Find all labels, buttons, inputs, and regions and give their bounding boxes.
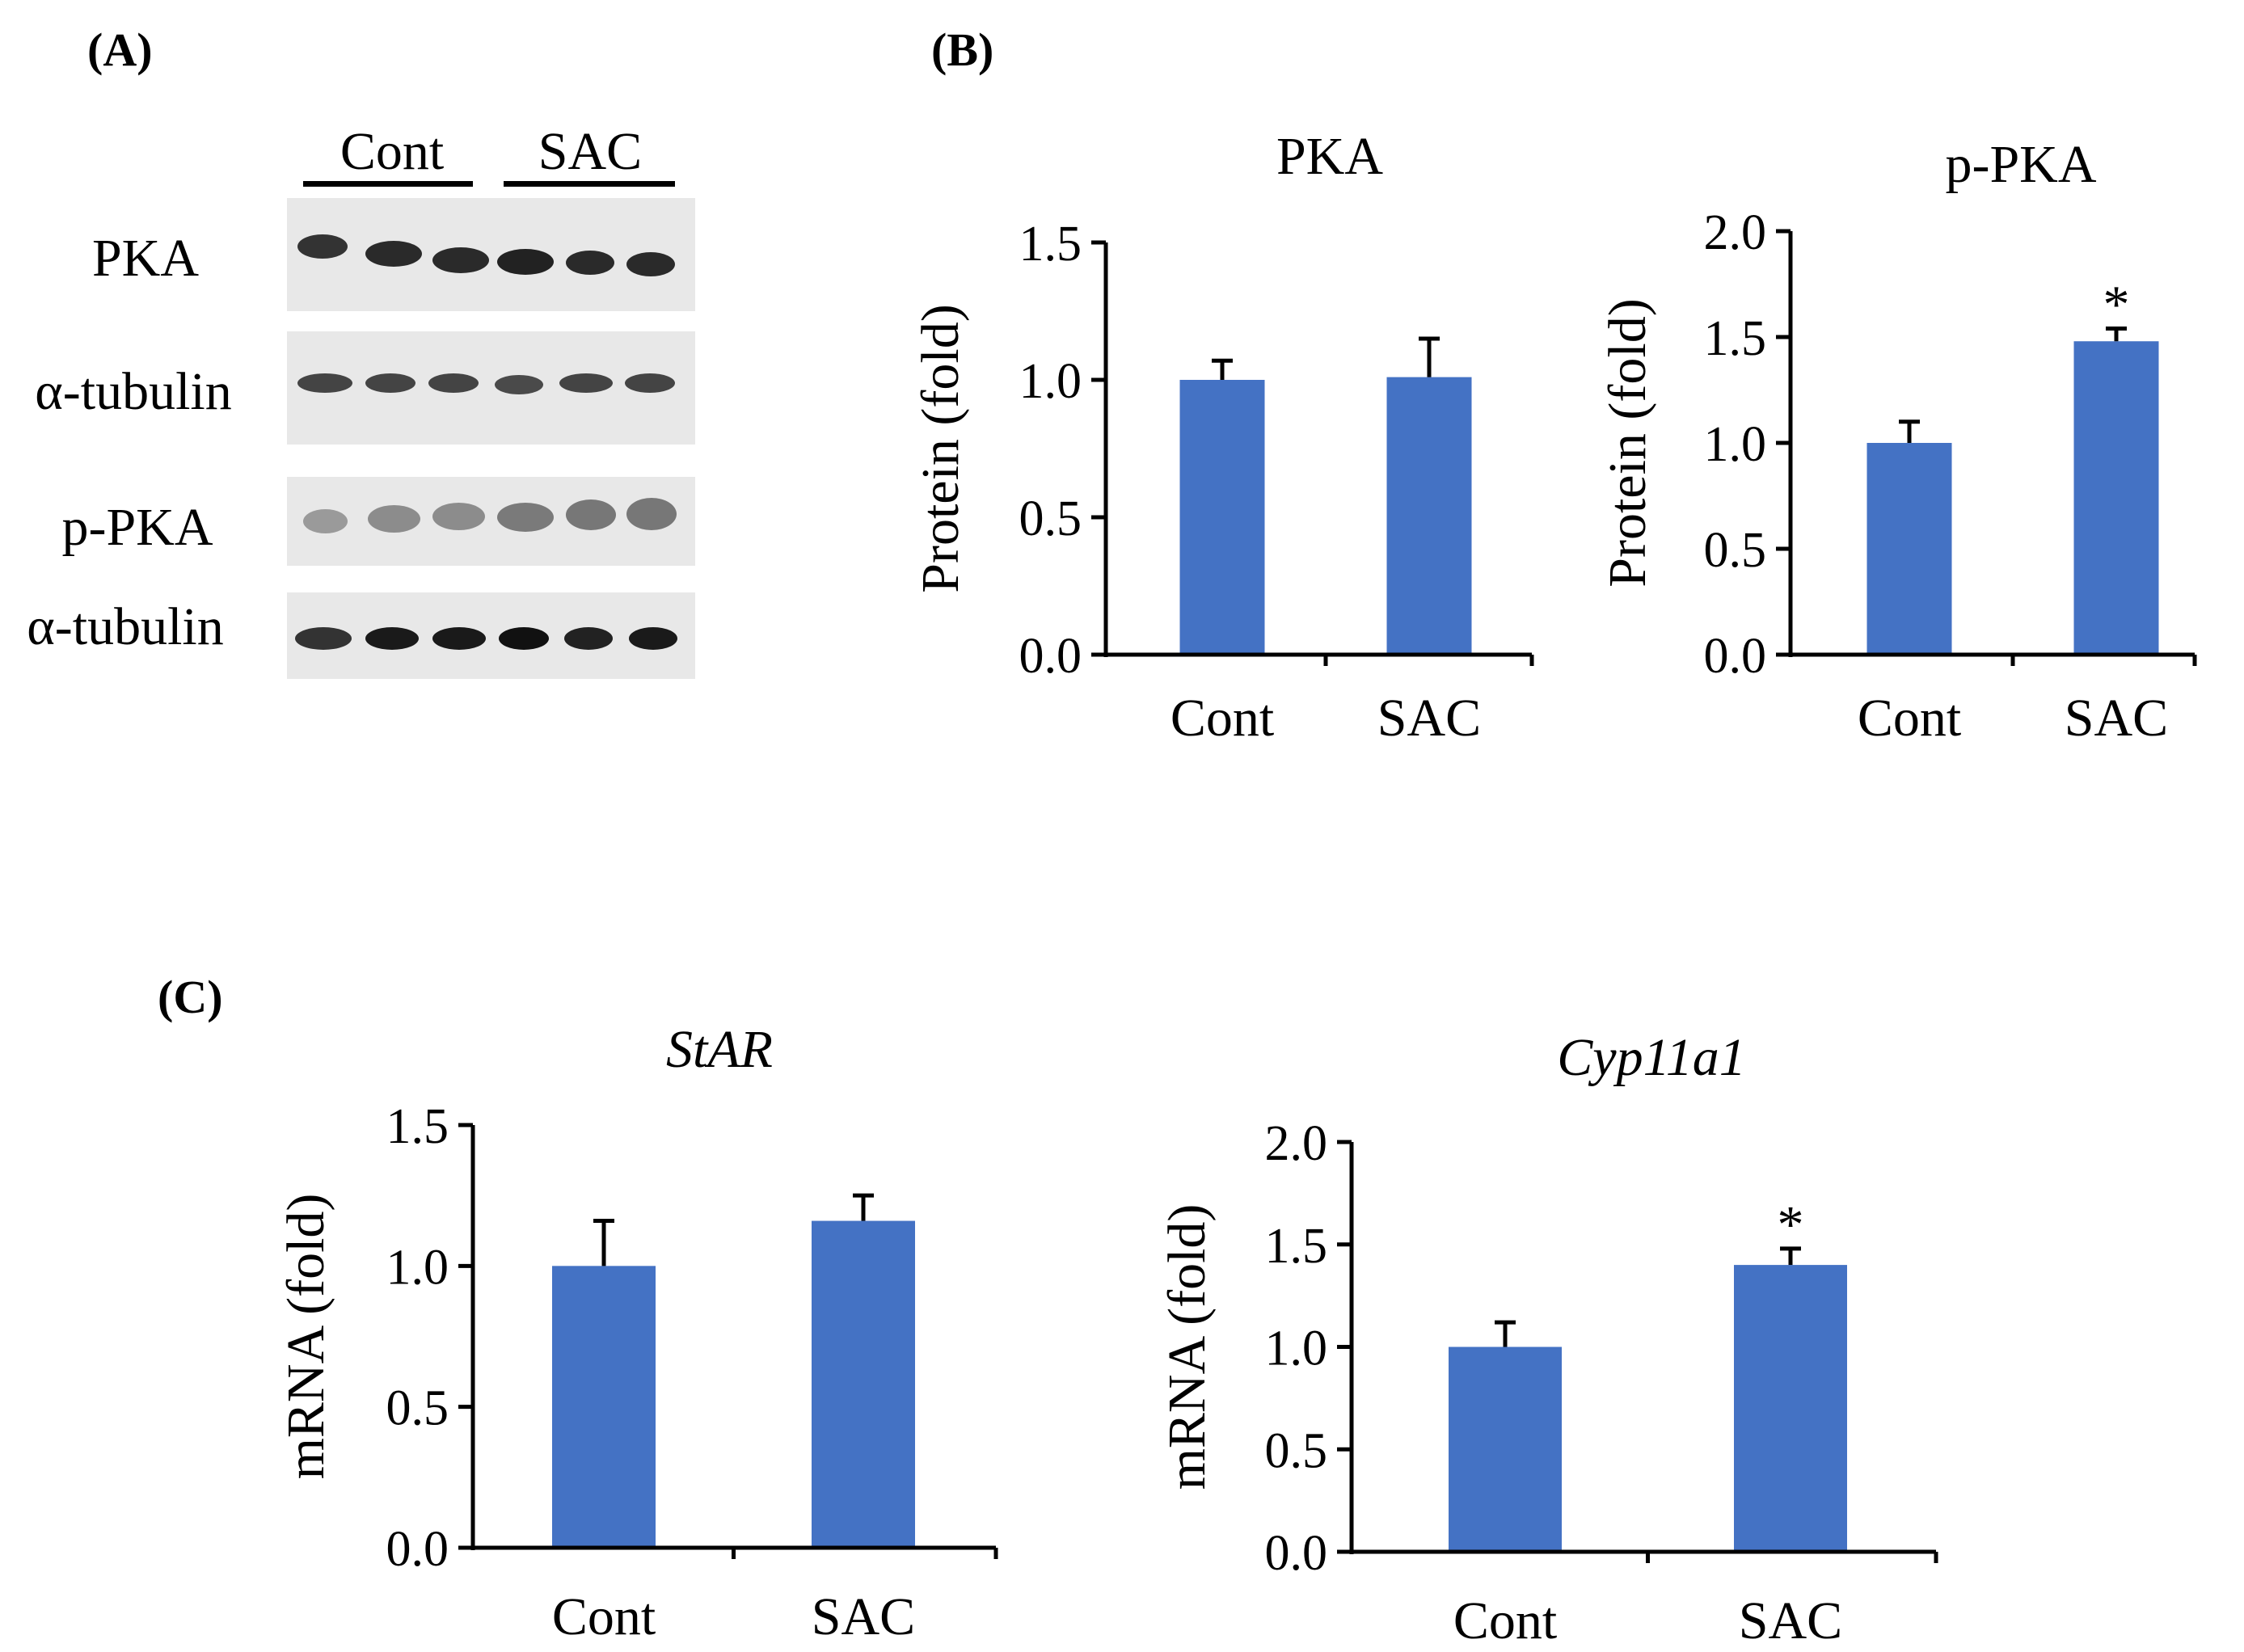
- chart-2-category-label: SAC: [2065, 689, 2168, 748]
- western-blot: Cont SAC PKA α-tubulin p-PKA α-tubulin: [0, 0, 728, 727]
- chart-2-y-tick-label: 1.5: [1704, 311, 1767, 366]
- chart-1-y-tick-label: 0.5: [1019, 491, 1082, 546]
- chart-1-y-axis-label: Protein (fold): [911, 304, 970, 592]
- panel-label-b: (B): [931, 23, 994, 76]
- blot-band: [566, 251, 614, 275]
- chart-3-y-axis-label: mRNA (fold): [276, 1194, 335, 1480]
- chart-1-category-label: SAC: [1377, 689, 1481, 748]
- blot-group-line-sac: [504, 181, 675, 187]
- chart-2-significance-marker: *: [2103, 276, 2130, 335]
- blot-band: [625, 373, 675, 393]
- chart-3-y-tick-label: 0.5: [386, 1381, 449, 1436]
- blot-row-label-pka: PKA: [91, 229, 200, 288]
- blot-band: [432, 247, 489, 273]
- chart-4-y-tick-label: 2.0: [1265, 1116, 1328, 1171]
- blot-band: [497, 503, 554, 532]
- chart-2-bar-cont: [1866, 443, 1952, 655]
- chart-4-bar-cont: [1449, 1346, 1562, 1552]
- chart-4-y-tick-label: 0.0: [1265, 1526, 1328, 1581]
- blot-band: [499, 627, 549, 650]
- chart-3-bar-cont: [552, 1266, 656, 1548]
- blot-band: [365, 241, 422, 267]
- chart-2-y-tick-label: 0.0: [1704, 629, 1767, 684]
- blot-strip-tubulin-2: [287, 592, 695, 679]
- blot-band: [297, 373, 352, 393]
- blot-group-sac: SAC: [538, 122, 643, 181]
- blot-band: [365, 627, 419, 650]
- chart-2-y-tick-label: 0.5: [1704, 523, 1767, 578]
- chart-3-bar-sac: [812, 1220, 915, 1548]
- chart-2-bar-sac: [2073, 341, 2159, 655]
- blot-band: [559, 373, 613, 393]
- chart-4-y-tick-label: 1.5: [1265, 1219, 1328, 1274]
- chart-3-category-label: SAC: [812, 1587, 915, 1646]
- chart-4-category-label: Cont: [1453, 1591, 1557, 1650]
- chart-3-category-label: Cont: [552, 1587, 656, 1646]
- blot-group-line-cont: [303, 181, 473, 187]
- chart-3-y-tick-label: 1.0: [386, 1240, 449, 1295]
- panel-label-a: (A): [87, 23, 153, 76]
- blot-band: [566, 499, 616, 530]
- chart-4-y-tick-label: 0.5: [1265, 1423, 1328, 1478]
- blot-group-cont: Cont: [340, 122, 445, 181]
- chart-4-y-tick-label: 1.0: [1265, 1321, 1328, 1376]
- blot-band: [432, 503, 485, 530]
- chart-3-title: StAR: [666, 1020, 773, 1079]
- blot-strip-ppka: [287, 477, 695, 566]
- chart-1-bar-cont: [1179, 380, 1265, 655]
- chart-3-y-tick-label: 1.5: [386, 1099, 449, 1154]
- chart-1-category-label: Cont: [1171, 689, 1274, 748]
- chart-4-bar-sac: [1734, 1265, 1847, 1552]
- chart-1-y-tick-label: 0.0: [1019, 629, 1082, 684]
- blot-band: [428, 373, 479, 393]
- blot-strip-pka: [287, 198, 695, 311]
- chart-1-y-tick-label: 1.0: [1019, 354, 1082, 409]
- blot-band: [495, 375, 543, 394]
- blot-band: [297, 234, 348, 259]
- blot-band: [368, 505, 420, 533]
- chart-4-y-axis-label: mRNA (fold): [1158, 1204, 1217, 1490]
- blot-row-label-tubulin-1: α-tubulin: [35, 362, 232, 421]
- blot-band: [303, 509, 348, 533]
- chart-2-title: p-PKA: [1945, 135, 2096, 194]
- chart-2-category-label: Cont: [1858, 689, 1961, 748]
- panel-label-c: (C): [158, 971, 223, 1023]
- chart-4-title: Cyp11a1: [1557, 1028, 1745, 1087]
- blot-strip-tubulin-1: [287, 331, 695, 445]
- chart-4-category-label: SAC: [1739, 1591, 1842, 1650]
- blot-band: [432, 627, 486, 650]
- blot-band: [629, 627, 677, 650]
- blot-row-label-tubulin-2: α-tubulin: [27, 597, 224, 656]
- chart-1-bar-sac: [1386, 377, 1472, 655]
- blot-band: [497, 249, 554, 275]
- chart-1-y-tick-label: 1.5: [1019, 217, 1082, 272]
- blot-band: [626, 252, 675, 276]
- chart-1-title: PKA: [1276, 127, 1383, 186]
- blot-row-label-ppka: p-PKA: [61, 498, 213, 557]
- chart-2-y-axis-label: Protein (fold): [1598, 298, 1657, 587]
- chart-3-y-tick-label: 0.0: [386, 1522, 449, 1577]
- chart-2-y-tick-label: 1.0: [1704, 417, 1767, 472]
- chart-2-y-tick-label: 2.0: [1704, 205, 1767, 260]
- blot-band: [295, 627, 352, 650]
- blot-band: [365, 373, 415, 393]
- blot-band: [564, 627, 613, 650]
- blot-band: [626, 498, 677, 530]
- chart-4-significance-marker: *: [1778, 1195, 1804, 1254]
